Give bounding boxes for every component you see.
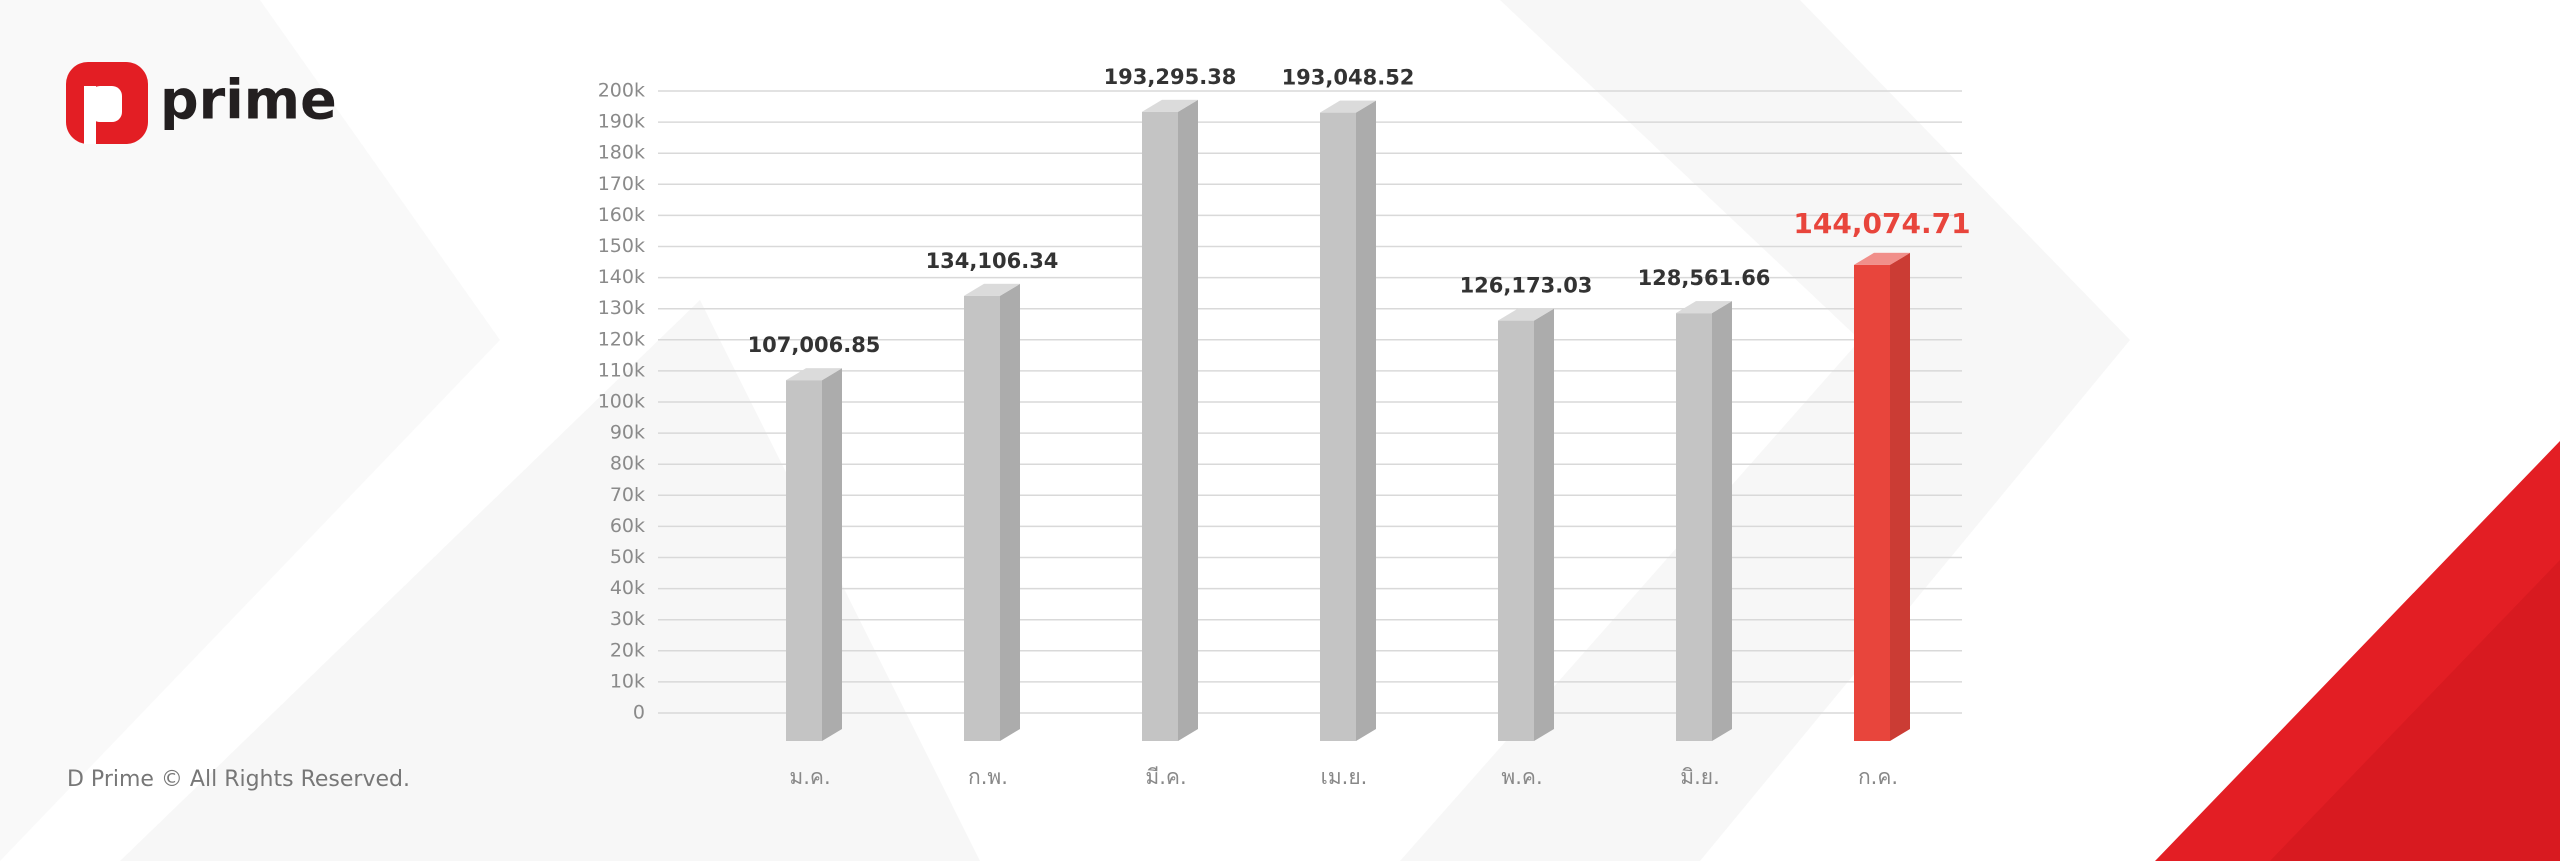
y-tick-label: 160k xyxy=(598,204,645,226)
bar-top-light xyxy=(1142,99,1198,112)
y-tick-label: 110k xyxy=(598,359,645,381)
bar xyxy=(1854,264,1890,741)
y-tick-label: 10k xyxy=(610,670,645,692)
y-tick-label: 70k xyxy=(610,484,645,506)
y-tick-label: 20k xyxy=(610,639,645,661)
bar-side xyxy=(1356,100,1376,742)
y-tick-label: 140k xyxy=(598,266,645,288)
bar-side xyxy=(1712,301,1732,741)
x-tick-label: พ.ค. xyxy=(1501,765,1542,789)
value-label: 134,106.34 xyxy=(926,249,1059,273)
bar-side xyxy=(1534,308,1554,741)
bar-side-shade xyxy=(1890,252,1910,741)
y-tick-label: 40k xyxy=(610,577,645,599)
bar xyxy=(1676,313,1712,741)
bar-side-shade xyxy=(1356,100,1376,742)
bar-side xyxy=(1178,99,1198,741)
bar-side-shade xyxy=(822,368,842,741)
bar-side-shade xyxy=(1178,99,1198,741)
bar-top xyxy=(1320,100,1376,113)
bar xyxy=(1142,111,1178,741)
value-label: 193,295.38 xyxy=(1104,65,1237,89)
x-tick-label: ก.พ. xyxy=(968,765,1008,789)
y-tick-label: 170k xyxy=(598,173,645,195)
y-tick-label: 190k xyxy=(598,111,645,133)
bar-side xyxy=(822,368,842,741)
x-tick-label: มิ.ย. xyxy=(1680,765,1720,789)
value-label: 107,006.85 xyxy=(748,333,881,357)
bar-side-shade xyxy=(1534,308,1554,741)
y-tick-label: 180k xyxy=(598,142,645,164)
bar xyxy=(1320,112,1356,742)
value-label: 193,048.52 xyxy=(1282,66,1415,90)
bar xyxy=(786,380,822,741)
y-tick-label: 200k xyxy=(598,80,645,102)
logo: prime xyxy=(66,62,337,144)
y-tick-label: 50k xyxy=(610,546,645,568)
bar-top-light xyxy=(1498,308,1554,321)
x-tick-label: เม.ย. xyxy=(1321,765,1368,789)
bar-side xyxy=(1000,283,1020,741)
y-tick-label: 120k xyxy=(598,328,645,350)
bar-top-light xyxy=(1676,301,1732,314)
y-tick-label: 30k xyxy=(610,608,645,630)
bar-top xyxy=(1142,99,1198,112)
y-tick-label: 130k xyxy=(598,297,645,319)
bar xyxy=(1498,320,1534,741)
x-tick-label: ม.ค. xyxy=(789,765,830,789)
bar-top-light xyxy=(1854,252,1910,265)
y-tick-label: 90k xyxy=(610,422,645,444)
bar-top-light xyxy=(964,283,1020,296)
bar-top-light xyxy=(786,368,842,381)
logo-text: prime xyxy=(160,69,337,132)
plot: 0 10k 20k 30k 40k 50k 60k 70k 80k 90k 100k 110k 120k… xyxy=(598,65,1971,789)
bar-side-shade xyxy=(1000,283,1020,741)
bar-top-light xyxy=(1320,100,1376,113)
y-tick-label: 100k xyxy=(598,391,645,413)
y-tick-label: 150k xyxy=(598,235,645,257)
bar-side xyxy=(1890,252,1910,741)
bar-top xyxy=(1676,301,1732,314)
footer: D Prime © All Rights Reserved. xyxy=(67,767,410,792)
value-label: 126,173.03 xyxy=(1460,274,1593,298)
y-tick-label: 60k xyxy=(610,515,645,537)
bar-top xyxy=(1498,308,1554,321)
value-label: 128,561.66 xyxy=(1638,266,1771,290)
x-tick-label: ก.ค. xyxy=(1858,765,1898,789)
bar xyxy=(964,295,1000,741)
bar-top xyxy=(964,283,1020,296)
y-tick-label: 0 xyxy=(633,702,645,724)
bar-side-shade xyxy=(1712,301,1732,741)
bar-top xyxy=(1854,252,1910,265)
bar-top xyxy=(786,368,842,381)
x-tick-label: มี.ค. xyxy=(1145,765,1186,789)
y-tick-label: 80k xyxy=(610,453,645,475)
value-label: 144,074.71 xyxy=(1793,207,1970,240)
